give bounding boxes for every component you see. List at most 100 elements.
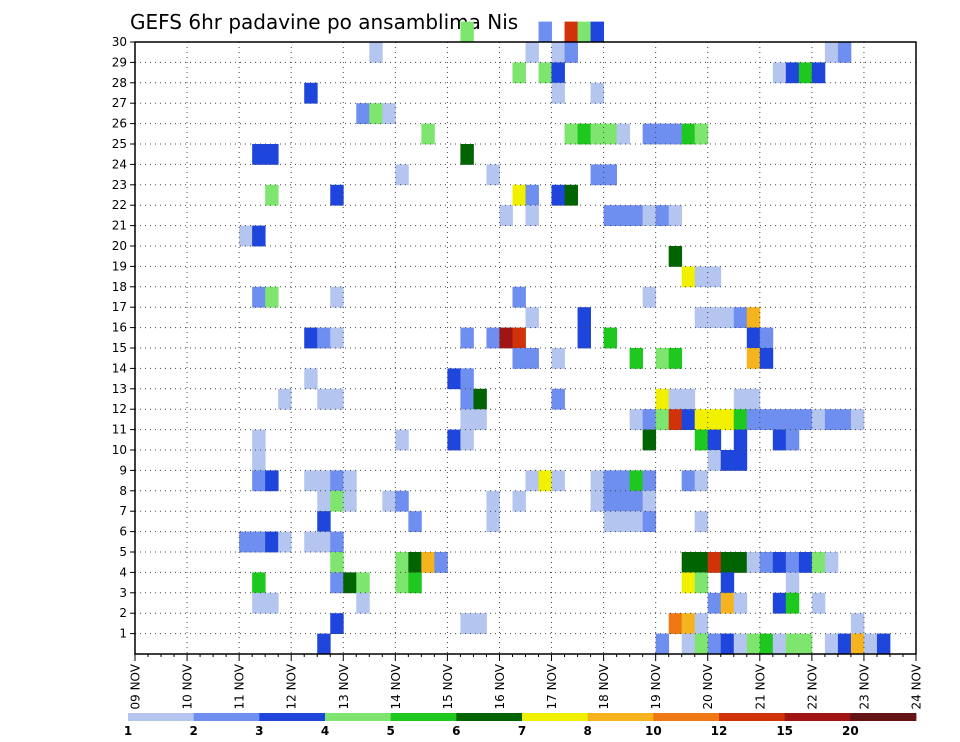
precip-cell xyxy=(330,531,344,553)
precip-cell xyxy=(525,348,539,369)
precip-cell xyxy=(720,592,735,614)
colorbar-swatch xyxy=(128,713,195,721)
precip-cell xyxy=(356,592,370,614)
colorbar-swatch xyxy=(259,713,326,721)
precip-cell xyxy=(252,144,266,165)
precip-cell xyxy=(304,82,318,104)
precip-cell xyxy=(525,470,539,492)
y-tick-label: 7 xyxy=(119,504,127,518)
precip-cell xyxy=(720,450,735,471)
precip-cell xyxy=(811,409,826,430)
x-tick-label: 12 NOV xyxy=(285,663,299,709)
colorbar-swatch xyxy=(719,713,786,721)
y-axis: 1234567891011121314151617181920212223242… xyxy=(112,35,135,641)
precip-cell xyxy=(850,633,865,655)
precip-cell xyxy=(330,327,344,349)
colorbar-label: 3 xyxy=(255,724,263,738)
precip-cell xyxy=(811,592,826,614)
precip-cell xyxy=(395,572,409,594)
precip-cell xyxy=(681,470,696,492)
precip-cell xyxy=(733,450,748,471)
precip-cell xyxy=(421,552,435,573)
precip-cell xyxy=(746,327,761,349)
precip-cell xyxy=(603,511,618,532)
y-tick-label: 24 xyxy=(112,157,127,171)
colorbar-swatch xyxy=(850,713,917,721)
y-tick-label: 20 xyxy=(112,239,127,253)
precip-cell xyxy=(681,409,696,430)
colorbar-label: 1 xyxy=(124,724,132,738)
precip-cell xyxy=(681,123,696,145)
precip-cell xyxy=(525,307,539,328)
x-tick-label: 14 NOV xyxy=(389,663,403,709)
precip-cell xyxy=(252,286,266,308)
precip-cell xyxy=(460,429,474,451)
x-tick-label: 23 NOV xyxy=(857,663,871,709)
precip-cell xyxy=(564,123,578,145)
precip-cell xyxy=(694,409,709,430)
precip-cell xyxy=(733,409,748,430)
x-tick-label: 21 NOV xyxy=(753,663,767,709)
precip-cell xyxy=(317,511,331,532)
x-tick-label: 16 NOV xyxy=(493,663,507,709)
precip-cell xyxy=(603,327,618,349)
precip-cell xyxy=(343,572,357,594)
precip-cell xyxy=(330,470,344,492)
precip-cell xyxy=(785,409,800,430)
colorbar-swatch xyxy=(325,713,392,721)
precip-cell xyxy=(590,164,604,186)
precip-cell xyxy=(642,511,657,532)
precip-cell xyxy=(551,470,565,492)
colorbar-label: 5 xyxy=(386,724,394,738)
precip-cell xyxy=(629,205,644,226)
precip-cell xyxy=(824,42,839,63)
precip-cell xyxy=(590,21,604,43)
precip-cell xyxy=(746,348,761,369)
precip-cell xyxy=(681,633,696,655)
precip-cell xyxy=(252,450,266,471)
precip-cell xyxy=(824,409,839,430)
precip-cell xyxy=(733,307,748,328)
precip-cell xyxy=(512,348,526,369)
precip-cell xyxy=(629,511,644,532)
precip-cell xyxy=(460,613,474,634)
y-tick-label: 8 xyxy=(119,484,127,498)
precip-cell xyxy=(668,388,683,410)
precip-cell xyxy=(343,490,357,512)
precip-cell xyxy=(252,429,266,451)
precip-cell xyxy=(655,409,670,430)
precip-cell xyxy=(746,633,761,655)
precip-cell xyxy=(811,552,826,573)
precip-cell xyxy=(616,205,631,226)
precip-cell xyxy=(590,490,604,512)
precip-cell xyxy=(590,123,604,145)
precip-cell xyxy=(629,490,644,512)
precip-cell xyxy=(694,552,709,573)
precip-cell xyxy=(603,164,618,186)
precip-cell xyxy=(707,429,722,451)
colorbar-label: 2 xyxy=(189,724,197,738)
precip-cell xyxy=(824,633,839,655)
colorbar-swatch xyxy=(456,713,523,721)
precip-cell xyxy=(265,184,279,206)
y-tick-label: 11 xyxy=(112,423,127,437)
precip-cell xyxy=(265,592,279,614)
precip-cell xyxy=(460,409,474,430)
precip-cell xyxy=(785,592,800,614)
y-tick-label: 27 xyxy=(112,96,127,110)
precip-cell xyxy=(408,572,422,594)
precip-cell xyxy=(434,552,448,573)
precip-cell xyxy=(330,552,344,573)
precip-cell xyxy=(590,82,604,104)
precip-cell xyxy=(772,429,787,451)
precip-cell xyxy=(681,572,696,594)
precip-cell xyxy=(720,633,735,655)
precip-cell xyxy=(707,552,722,573)
precip-cell xyxy=(629,409,644,430)
precip-cell xyxy=(317,470,331,492)
precip-cell xyxy=(252,592,266,614)
precip-cell xyxy=(460,21,474,43)
precip-cell xyxy=(421,123,435,145)
precip-cell xyxy=(694,470,709,492)
precip-cell xyxy=(746,388,761,410)
